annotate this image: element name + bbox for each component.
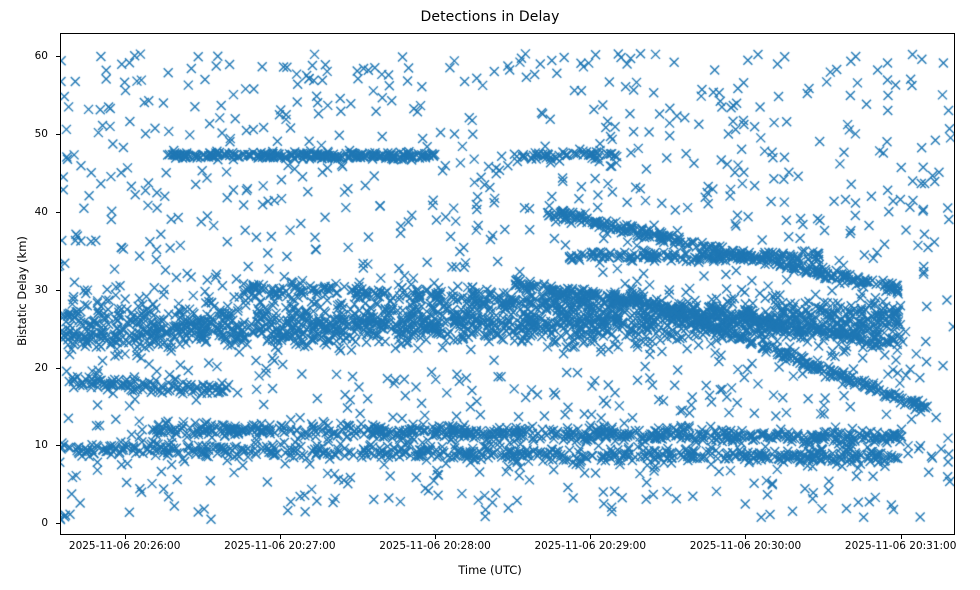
x-axis-tick-mark xyxy=(901,535,902,539)
y-axis-tick-mark xyxy=(56,368,60,369)
x-axis-tick-mark xyxy=(590,535,591,539)
y-axis-tick-label: 20 xyxy=(34,361,48,374)
y-axis-tick-label: 60 xyxy=(34,50,48,63)
x-axis-tick-label: 2025-11-06 20:27:00 xyxy=(224,540,336,552)
x-axis-tick-label: 2025-11-06 20:28:00 xyxy=(379,540,491,552)
x-axis-tick-label: 2025-11-06 20:26:00 xyxy=(68,540,181,552)
y-axis-tick-label: 10 xyxy=(34,439,48,452)
y-axis-tick-mark xyxy=(56,134,60,135)
x-axis-tick-label: 2025-11-06 20:30:00 xyxy=(689,540,802,552)
x-axis-tick-mark xyxy=(125,535,126,539)
y-axis-tick-mark xyxy=(56,56,60,57)
plot-axes xyxy=(60,33,955,535)
y-axis-tick-label: 40 xyxy=(34,206,48,218)
x-axis-tick-mark xyxy=(745,535,746,539)
y-axis-tick-label: 30 xyxy=(34,283,48,296)
x-axis-tick-label: 2025-11-06 20:29:00 xyxy=(534,540,647,552)
x-axis-tick-label: 2025-11-06 20:31:00 xyxy=(844,540,957,552)
y-axis-tick-mark xyxy=(56,523,60,524)
y-axis-tick-mark xyxy=(56,212,60,213)
y-axis-tick-label: 0 xyxy=(41,517,48,530)
y-axis-tick-label: 50 xyxy=(34,128,48,141)
x-axis-tick-mark xyxy=(435,535,436,539)
y-axis-label: Bistatic Delay (km) xyxy=(15,236,29,346)
x-axis-tick-mark xyxy=(280,535,281,539)
y-axis-tick-mark xyxy=(56,445,60,446)
x-axis-label: Time (UTC) xyxy=(458,563,522,577)
chart-title: Detections in Delay xyxy=(420,9,560,25)
y-axis-tick-mark xyxy=(56,290,60,291)
scatter-plot-canvas xyxy=(61,34,954,534)
